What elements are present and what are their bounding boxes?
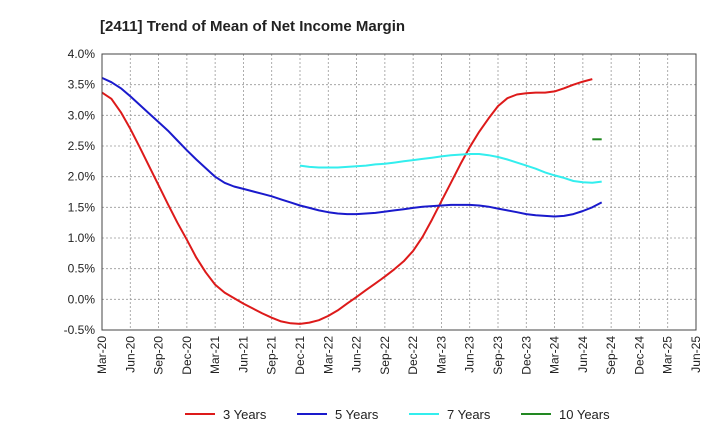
- grid: [101, 53, 697, 331]
- x-tick-label: Dec-22: [406, 336, 420, 375]
- x-axis-ticks: Mar-20 Jun-20 Sep-20 Dec-20 Mar-21 Jun-21 Sep-…: [95, 336, 703, 375]
- x-tick-label: Mar-25: [661, 336, 675, 374]
- x-tick-label: Mar-20: [95, 336, 109, 374]
- x-tick-label: Sep-21: [265, 336, 279, 375]
- series-line-7-years: [299, 153, 602, 184]
- x-tick-label: Jun-24: [576, 336, 590, 373]
- x-tick-label: Jun-21: [236, 336, 250, 373]
- x-tick-label: Mar-22: [321, 336, 335, 374]
- y-tick-label: 1.0%: [68, 231, 96, 245]
- x-tick-label: Sep-22: [378, 336, 392, 375]
- x-tick-label: Sep-23: [491, 336, 505, 375]
- x-tick-label: Dec-24: [632, 336, 646, 375]
- x-tick-label: Sep-20: [152, 336, 166, 375]
- y-tick-label: 4.0%: [68, 47, 96, 61]
- x-tick-label: Dec-21: [293, 336, 307, 375]
- y-tick-label: 0.5%: [68, 262, 96, 276]
- legend-label: 3 Years: [223, 407, 267, 422]
- legend-label: 5 Years: [335, 407, 379, 422]
- legend: 3 Years 5 Years 7 Years 10 Years: [185, 407, 610, 422]
- y-tick-label: 3.0%: [68, 108, 96, 122]
- plot-area-frame: [101, 53, 697, 331]
- y-tick-label: 2.5%: [68, 139, 96, 153]
- x-tick-label: Jun-25: [689, 336, 703, 373]
- x-tick-label: Dec-23: [519, 336, 533, 375]
- y-tick-label: -0.5%: [64, 323, 96, 337]
- x-tick-label: Mar-23: [434, 336, 448, 374]
- y-tick-label: 3.5%: [68, 78, 96, 92]
- x-tick-label: Jun-20: [123, 336, 137, 373]
- legend-label: 10 Years: [559, 407, 610, 422]
- y-axis-ticks: 4.0% 3.5% 3.0% 2.5% 2.0% 1.5% 1.0% 0.5% 0.0% -0.5…: [64, 47, 96, 337]
- chart-title: [2411] Trend of Mean of Net Income Margi…: [100, 18, 405, 35]
- legend-label: 7 Years: [447, 407, 491, 422]
- series-line-5-years: [101, 76, 603, 218]
- x-tick-label: Mar-24: [548, 336, 562, 374]
- y-tick-label: 1.5%: [68, 200, 96, 214]
- y-tick-label: 0.0%: [68, 292, 96, 306]
- x-tick-label: Jun-23: [463, 336, 477, 373]
- x-tick-label: Sep-24: [604, 336, 618, 375]
- x-tick-label: Jun-22: [350, 336, 364, 373]
- x-tick-label: Mar-21: [208, 336, 222, 374]
- series-line-3-years: [101, 78, 593, 325]
- series-lines: [101, 76, 603, 325]
- x-tick-label: Dec-20: [180, 336, 194, 375]
- y-tick-label: 2.0%: [68, 170, 96, 184]
